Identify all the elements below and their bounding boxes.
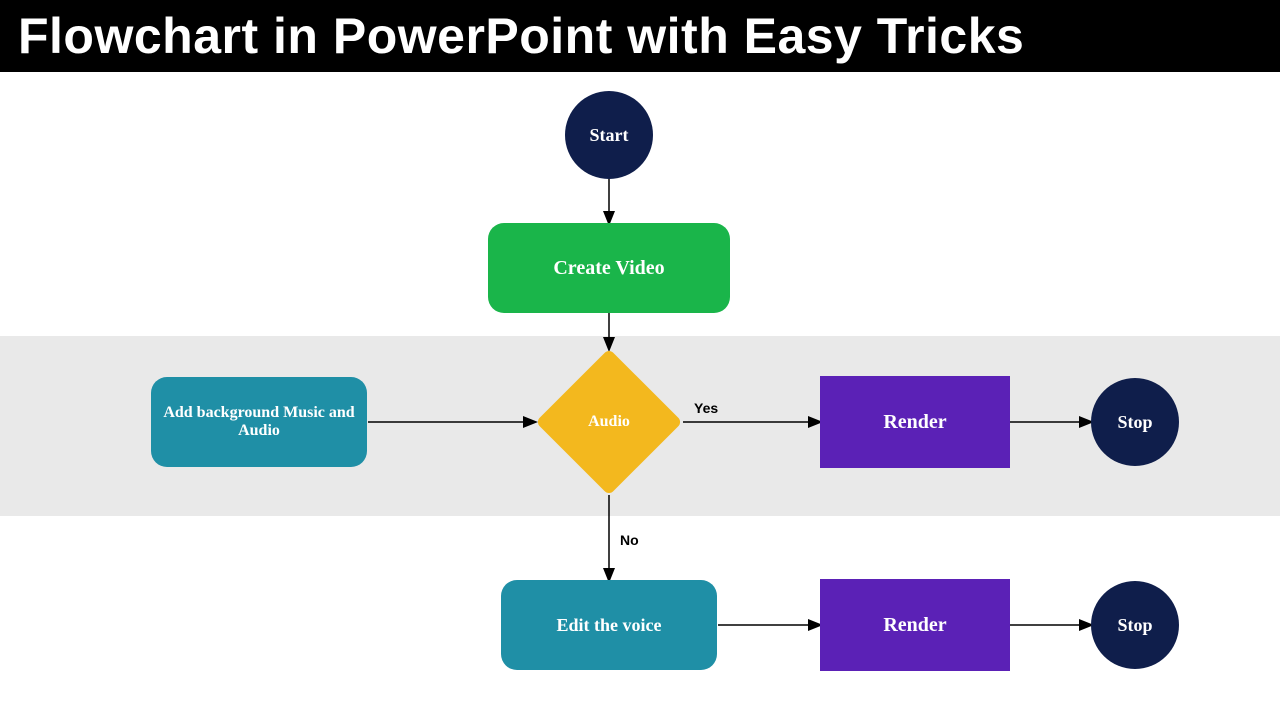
node-editv: Edit the voice — [501, 580, 717, 670]
node-audio: Audio — [557, 370, 661, 474]
flowchart-canvas: Start Create Video Add background Music an… — [0, 0, 1280, 720]
node-render1: Render — [820, 376, 1010, 468]
node-render2: Render — [820, 579, 1010, 671]
node-label: Audio — [557, 370, 661, 474]
node-stop2: Stop — [1091, 581, 1179, 669]
node-addbg: Add background Music and Audio — [151, 377, 367, 467]
node-start: Start — [565, 91, 653, 179]
node-create: Create Video — [488, 223, 730, 313]
edge-label-no: No — [620, 532, 639, 548]
edge-label-yes: Yes — [694, 400, 718, 416]
node-stop1: Stop — [1091, 378, 1179, 466]
